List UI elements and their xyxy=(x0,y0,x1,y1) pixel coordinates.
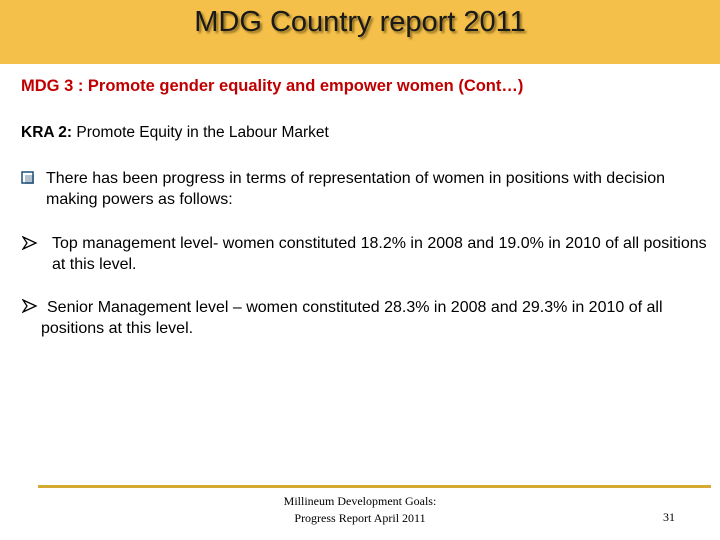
arrow-bullet xyxy=(22,299,38,313)
footer-text: Progress Report April 2011 xyxy=(294,511,426,525)
kra-label: KRA 2: xyxy=(21,124,73,141)
arrow-bullet xyxy=(22,236,38,250)
kra-text: Promote Equity in the Labour Market xyxy=(76,124,329,141)
footer-text: Millineum Development Goals: xyxy=(283,494,437,508)
kra-line: KRA 2: Promote Equity in the Labour Mark… xyxy=(21,124,329,142)
page-number: 31 xyxy=(663,510,675,524)
square-bullet xyxy=(21,171,34,184)
footer-rule xyxy=(38,485,711,488)
subtitle: MDG 3 : Promote gender equality and empo… xyxy=(21,77,524,95)
bullet-point: Senior Management level – women constitu… xyxy=(41,299,663,337)
intro-text: There has been progress in terms of repr… xyxy=(46,170,665,208)
slide-title: MDG Country report 2011 xyxy=(194,6,526,38)
bullet-point: Top management level- women constituted … xyxy=(52,235,707,273)
header-bar xyxy=(0,0,720,64)
